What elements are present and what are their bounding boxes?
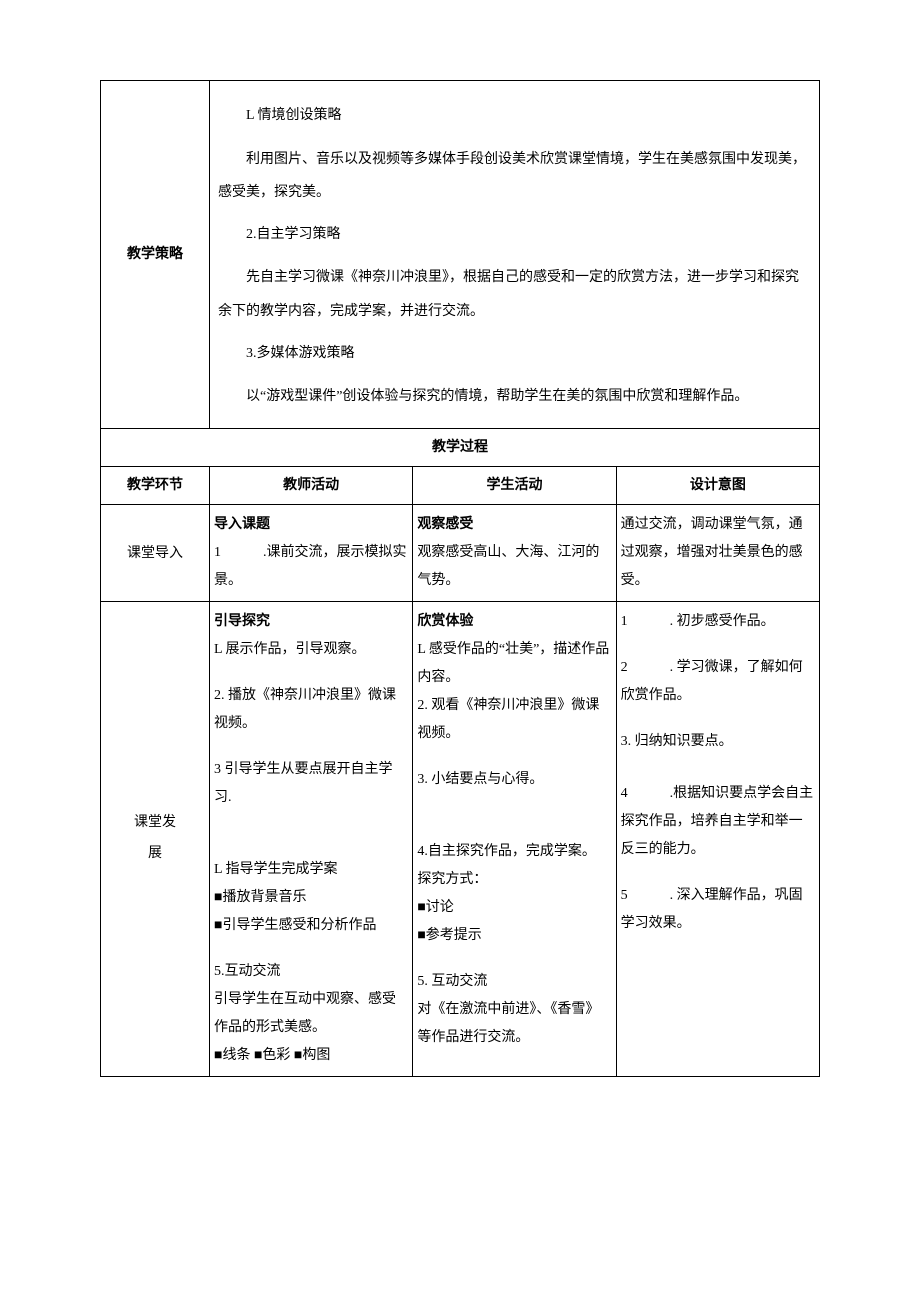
- spacer: [621, 756, 815, 780]
- intro-student-line-1: 观察感受高山、大海、江河的气势。: [417, 539, 611, 595]
- strategy-row: 教学策略 L 情境创设策略 利用图片、音乐以及视频等多媒体手段创设美术欣赏课堂情…: [101, 81, 820, 429]
- document-page: 教学策略 L 情境创设策略 利用图片、音乐以及视频等多媒体手段创设美术欣赏课堂情…: [0, 0, 920, 1137]
- lesson-plan-table: 教学策略 L 情境创设策略 利用图片、音乐以及视频等多媒体手段创设美术欣赏课堂情…: [100, 80, 820, 1077]
- di-b1-0: 2 . 学习微课，了解如何欣赏作品。: [621, 654, 815, 710]
- ds-b3-1: 探究方式：: [417, 866, 611, 894]
- dt-b4-1: 引导学生在互动中观察、感受作品的形式美感。: [214, 986, 408, 1042]
- intro-intent: 通过交流，调动课堂气氛，通过观察，增强对壮美景色的感受。: [616, 505, 819, 602]
- ds-b0-0: L 感受作品的“壮美”，描述作品内容。: [417, 636, 611, 692]
- intro-teacher-line-2: 景。: [214, 567, 408, 595]
- ds-b1-0: 2. 观看《神奈川冲浪里》微课视频。: [417, 692, 611, 748]
- di-b3-0: 4 .根据知识要点学会自主探究作品，培养自主学和举一反三的能力。: [621, 780, 815, 864]
- develop-row: 课堂发 展 引导探究 L 展示作品，引导观察。 2. 播放《神奈川冲浪里》微课视…: [101, 602, 820, 1077]
- intro-teacher-line-1: 1 .课前交流，展示模拟实: [214, 539, 408, 567]
- spacer: [214, 812, 408, 856]
- strategy-item-1-heading: L 情境创设策略: [218, 99, 811, 133]
- ds-b2-0: 3. 小结要点与心得。: [417, 766, 611, 794]
- develop-student: 欣赏体验 L 感受作品的“壮美”，描述作品内容。 2. 观看《神奈川冲浪里》微课…: [413, 602, 616, 1077]
- develop-teacher-title: 引导探究: [214, 608, 408, 636]
- strategy-item-2-body: 先自主学习微课《神奈川冲浪里》，根据自己的感受和一定的欣赏方法，进一步学习和探究…: [218, 261, 811, 328]
- spacer: [417, 748, 611, 766]
- ds-b3-3: ■参考提示: [417, 922, 611, 950]
- dt-b2-0: 3 引导学生从要点展开自主学习.: [214, 756, 408, 812]
- dt-b4-0: 5.互动交流: [214, 958, 408, 986]
- col-teacher: 教师活动: [210, 466, 413, 504]
- strategy-item-2-heading: 2.自主学习策略: [218, 218, 811, 252]
- col-phase: 教学环节: [101, 466, 210, 504]
- di-b2-0: 3. 归纳知识要点。: [621, 728, 815, 756]
- di-b0-0: 1 . 初步感受作品。: [621, 608, 815, 636]
- spacer: [214, 738, 408, 756]
- intro-student: 观察感受 观察感受高山、大海、江河的气势。: [413, 505, 616, 602]
- intro-teacher-title: 导入课题: [214, 511, 408, 539]
- spacer: [214, 664, 408, 682]
- spacer: [214, 940, 408, 958]
- strategy-item-3-heading: 3.多媒体游戏策略: [218, 337, 811, 371]
- develop-phase-line2: 展: [105, 839, 205, 870]
- spacer: [417, 950, 611, 968]
- spacer: [621, 636, 815, 654]
- spacer: [621, 864, 815, 882]
- process-header: 教学过程: [101, 428, 820, 466]
- intro-intent-line-1: 通过交流，调动课堂气氛，通过观察，增强对壮美景色的感受。: [621, 511, 815, 595]
- develop-student-title: 欣赏体验: [417, 608, 611, 636]
- dt-b0-0: L 展示作品，引导观察。: [214, 636, 408, 664]
- spacer: [621, 710, 815, 728]
- di-b4-0: 5 . 深入理解作品，巩固学习效果。: [621, 882, 815, 938]
- strategy-label: 教学策略: [101, 81, 210, 429]
- develop-teacher: 引导探究 L 展示作品，引导观察。 2. 播放《神奈川冲浪里》微课视频。 3 引…: [210, 602, 413, 1077]
- develop-phase-line1: 课堂发: [105, 808, 205, 839]
- ds-b3-2: ■讨论: [417, 894, 611, 922]
- develop-intent: 1 . 初步感受作品。 2 . 学习微课，了解如何欣赏作品。 3. 归纳知识要点…: [616, 602, 819, 1077]
- spacer: [417, 794, 611, 838]
- dt-b4-2: ■线条 ■色彩 ■构图: [214, 1042, 408, 1070]
- dt-b1-0: 2. 播放《神奈川冲浪里》微课视频。: [214, 682, 408, 738]
- col-student: 学生活动: [413, 466, 616, 504]
- dt-b3-0: L 指导学生完成学案: [214, 856, 408, 884]
- column-header-row: 教学环节 教师活动 学生活动 设计意图: [101, 466, 820, 504]
- intro-student-title: 观察感受: [417, 511, 611, 539]
- ds-b4-1: 对《在激流中前进》、《香雪》等作品进行交流。: [417, 996, 611, 1052]
- strategy-content: L 情境创设策略 利用图片、音乐以及视频等多媒体手段创设美术欣赏课堂情境，学生在…: [210, 81, 820, 429]
- intro-teacher: 导入课题 1 .课前交流，展示模拟实 景。: [210, 505, 413, 602]
- ds-b3-0: 4.自主探究作品，完成学案。: [417, 838, 611, 866]
- intro-phase: 课堂导入: [101, 505, 210, 602]
- col-intent: 设计意图: [616, 466, 819, 504]
- process-header-row: 教学过程: [101, 428, 820, 466]
- dt-b3-1: ■播放背景音乐: [214, 884, 408, 912]
- dt-b3-2: ■引导学生感受和分析作品: [214, 912, 408, 940]
- intro-row: 课堂导入 导入课题 1 .课前交流，展示模拟实 景。 观察感受 观察感受高山、大…: [101, 505, 820, 602]
- ds-b4-0: 5. 互动交流: [417, 968, 611, 996]
- strategy-item-3-body: 以“游戏型课件”创设体验与探究的情境，帮助学生在美的氛围中欣赏和理解作品。: [218, 380, 811, 414]
- strategy-item-1-body: 利用图片、音乐以及视频等多媒体手段创设美术欣赏课堂情境，学生在美感氛围中发现美，…: [218, 143, 811, 210]
- develop-phase: 课堂发 展: [101, 602, 210, 1077]
